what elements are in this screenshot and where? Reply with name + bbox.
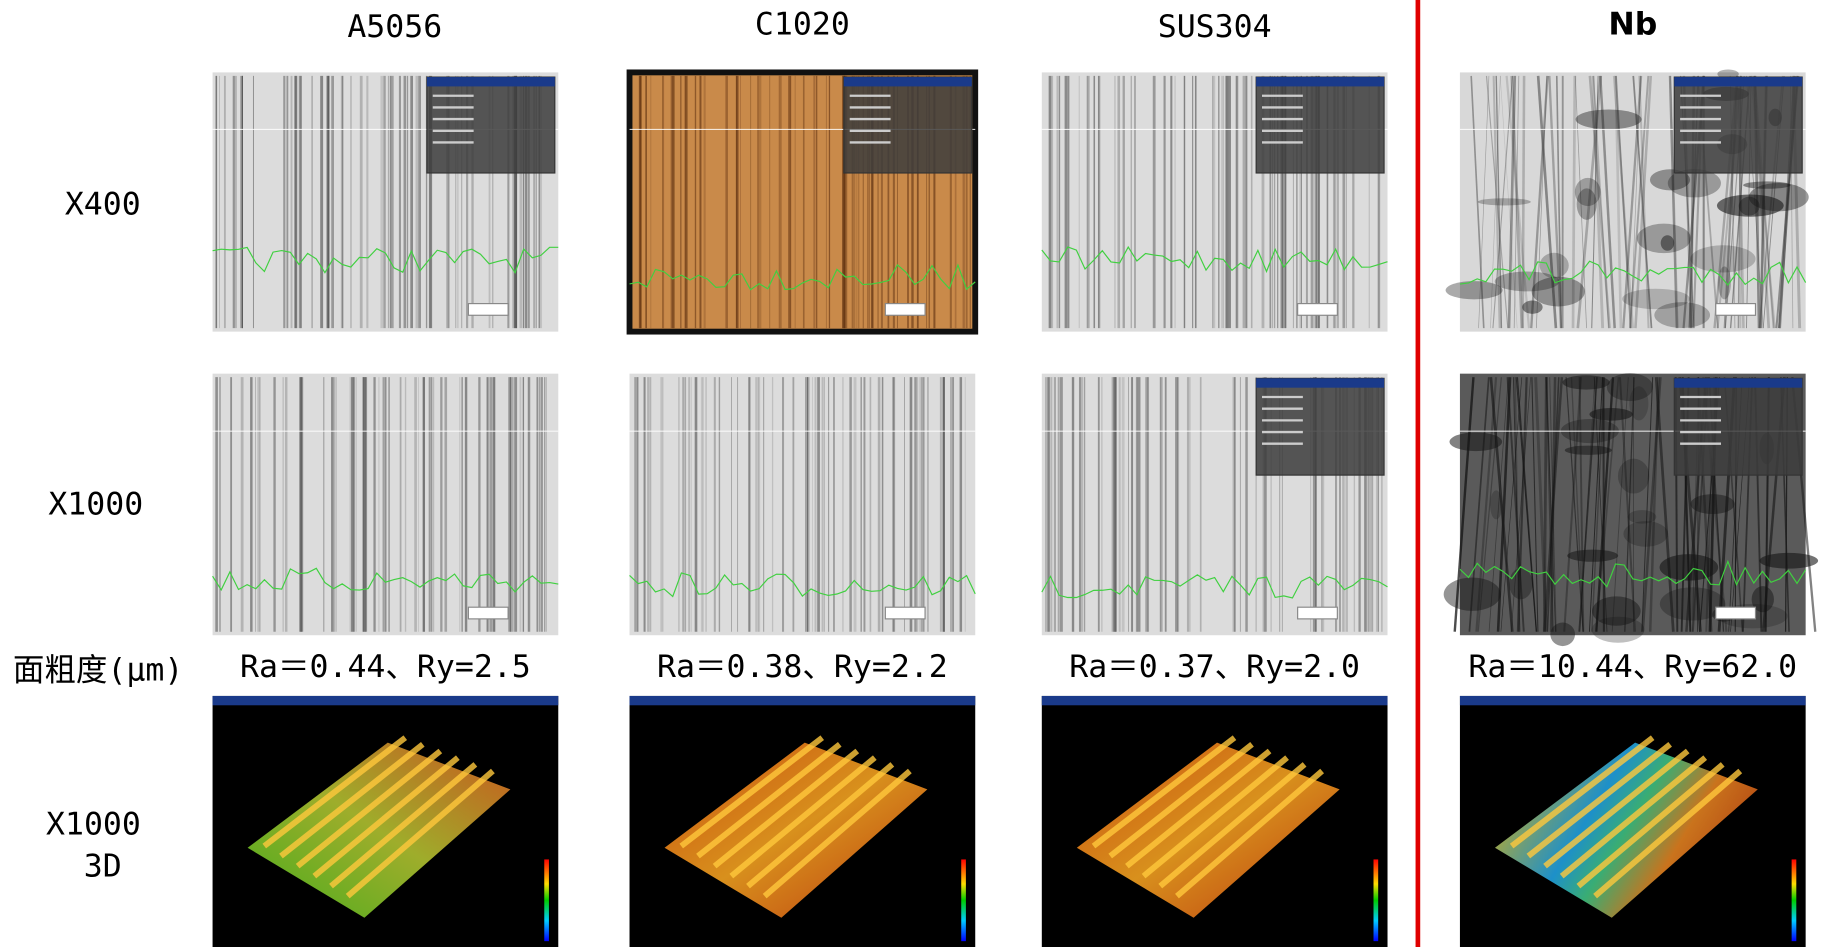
micrograph — [1042, 374, 1388, 636]
texture — [1444, 578, 1501, 611]
texture — [1660, 554, 1719, 581]
surface-3d — [630, 696, 976, 947]
texture — [1607, 373, 1653, 401]
scale-box — [1716, 304, 1756, 316]
micrograph — [213, 72, 559, 331]
roughness-value: Ra＝0.38、Ry=2.2 — [657, 649, 948, 685]
roughness-value: Ra＝0.37、Ry=2.0 — [1069, 649, 1360, 685]
texture — [1567, 550, 1618, 562]
overlay-title — [1674, 378, 1802, 387]
surface-3d — [1042, 696, 1388, 947]
texture — [1550, 623, 1575, 647]
scale-box — [468, 607, 508, 619]
window-bar — [1042, 696, 1388, 705]
row-label: X400 — [65, 187, 141, 223]
texture — [1540, 253, 1569, 278]
color-scale — [544, 859, 549, 941]
roughness-value: Ra＝10.44、Ry=62.0 — [1468, 649, 1797, 685]
texture — [1490, 490, 1502, 519]
color-scale — [1792, 859, 1797, 941]
texture — [1589, 408, 1632, 421]
texture — [1446, 281, 1503, 299]
overlay-panel — [427, 77, 555, 173]
scale-box — [885, 304, 925, 316]
texture — [1522, 301, 1542, 314]
surface-3d — [213, 696, 559, 947]
micrograph — [630, 374, 976, 636]
overlay-title — [1256, 378, 1384, 387]
scale-box — [1716, 607, 1756, 619]
row-label: X1000 — [46, 807, 141, 843]
texture — [1478, 198, 1531, 205]
overlay-panel — [1674, 77, 1802, 173]
color-scale — [1374, 859, 1379, 941]
window-bar — [1460, 696, 1806, 705]
page: A5056 C1020 SUS304 Nb X400 X1000 面粗度(μm)… — [0, 0, 1822, 947]
texture — [1509, 568, 1532, 599]
micrograph — [630, 72, 976, 331]
row-label: X1000 — [48, 487, 143, 523]
scale-box — [468, 304, 508, 316]
texture — [1739, 197, 1760, 216]
window-bar — [213, 696, 559, 705]
overlay-panel — [844, 77, 972, 173]
overlay-title — [844, 77, 972, 86]
micrograph — [213, 374, 559, 636]
column-header: SUS304 — [1158, 9, 1272, 45]
color-scale — [961, 859, 966, 941]
overlay-panel — [1256, 378, 1384, 475]
texture — [1562, 375, 1609, 389]
roughness-value: Ra＝0.44、Ry=2.5 — [240, 649, 531, 685]
texture — [1759, 553, 1818, 569]
micrograph — [1444, 373, 1818, 646]
overlay-panel — [1674, 378, 1802, 475]
overlay-title — [1256, 77, 1384, 86]
texture — [1450, 432, 1503, 451]
texture — [1623, 521, 1668, 547]
texture — [1622, 289, 1690, 309]
scale-box — [885, 607, 925, 619]
overlay-title — [427, 77, 555, 86]
micrograph — [1042, 72, 1388, 331]
texture — [1690, 494, 1734, 514]
texture — [1618, 459, 1649, 494]
overlay-title — [1674, 77, 1802, 86]
scale-box — [1298, 607, 1338, 619]
texture — [1628, 510, 1657, 523]
scale-box — [1298, 304, 1338, 316]
texture — [1565, 446, 1612, 455]
figure: A5056 C1020 SUS304 Nb X400 X1000 面粗度(μm)… — [0, 0, 1822, 947]
texture — [1576, 110, 1642, 130]
surface-3d — [1460, 696, 1806, 947]
column-header: A5056 — [347, 9, 442, 45]
column-header: Nb — [1608, 7, 1657, 43]
row-label: 面粗度(μm) — [13, 652, 183, 688]
texture — [1661, 235, 1674, 251]
column-header: C1020 — [755, 7, 850, 43]
window-bar — [630, 696, 976, 705]
micrograph — [1446, 69, 1809, 331]
texture — [1592, 596, 1641, 625]
overlay-panel — [1256, 77, 1384, 173]
texture — [1577, 188, 1597, 220]
row-label: 3D — [84, 849, 122, 885]
